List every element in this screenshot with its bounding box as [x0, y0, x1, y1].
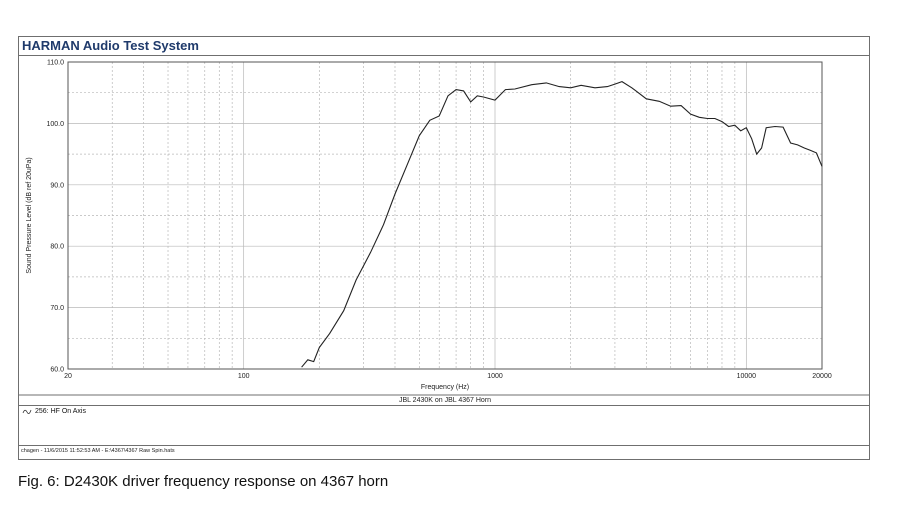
y-tick-label: 60.0: [50, 367, 64, 374]
y-tick-label: 100.0: [46, 121, 64, 128]
footer: chagen - 11/6/2015 11:52:53 AM - E:\4367…: [19, 445, 869, 459]
legend: 256: HF On Axis: [19, 405, 869, 445]
frequency-response-chart: 60.0 70.0 80.0 90.0 100.0 110.0 20 100 1000 10000…: [19, 60, 869, 404]
tick-labels: 60.0 70.0 80.0 90.0 100.0 110.0 20 100 1000 10000…: [46, 60, 831, 381]
y-axis-label: Sound Pressure Level (dB ref 20uPa): [26, 157, 33, 273]
x-tick-label: 10000: [737, 373, 757, 380]
legend-entry: 256: HF On Axis: [22, 408, 86, 415]
x-tick-label: 1000: [487, 373, 503, 380]
x-tick-label: 100: [238, 373, 250, 380]
y-tick-label: 90.0: [50, 182, 64, 189]
plot-area: [67, 61, 823, 370]
figure-caption: Fig. 6: D2430K driver frequency response…: [18, 473, 389, 490]
grid: [67, 61, 823, 370]
title-bar: HARMAN Audio Test System: [19, 37, 869, 56]
x-axis-label: Frequency (Hz): [421, 384, 469, 391]
chart-window: HARMAN Audio Test System 60.0 70.0 80.0 90.…: [18, 36, 870, 460]
series-line-hf-on-axis: [301, 80, 823, 368]
y-tick-label: 70.0: [50, 305, 64, 312]
legend-label: 256: HF On Axis: [35, 408, 86, 415]
chart-title: JBL 2430K on JBL 4367 Horn: [399, 397, 491, 404]
footer-text: chagen - 11/6/2015 11:52:53 AM - E:\4367…: [21, 448, 175, 454]
app-title: HARMAN Audio Test System: [22, 38, 199, 53]
line-series-icon: [22, 409, 32, 414]
y-tick-label: 110.0: [47, 60, 64, 67]
x-tick-label: 20000: [812, 373, 832, 380]
x-tick-label: 20: [64, 373, 72, 380]
y-tick-label: 80.0: [50, 244, 64, 251]
